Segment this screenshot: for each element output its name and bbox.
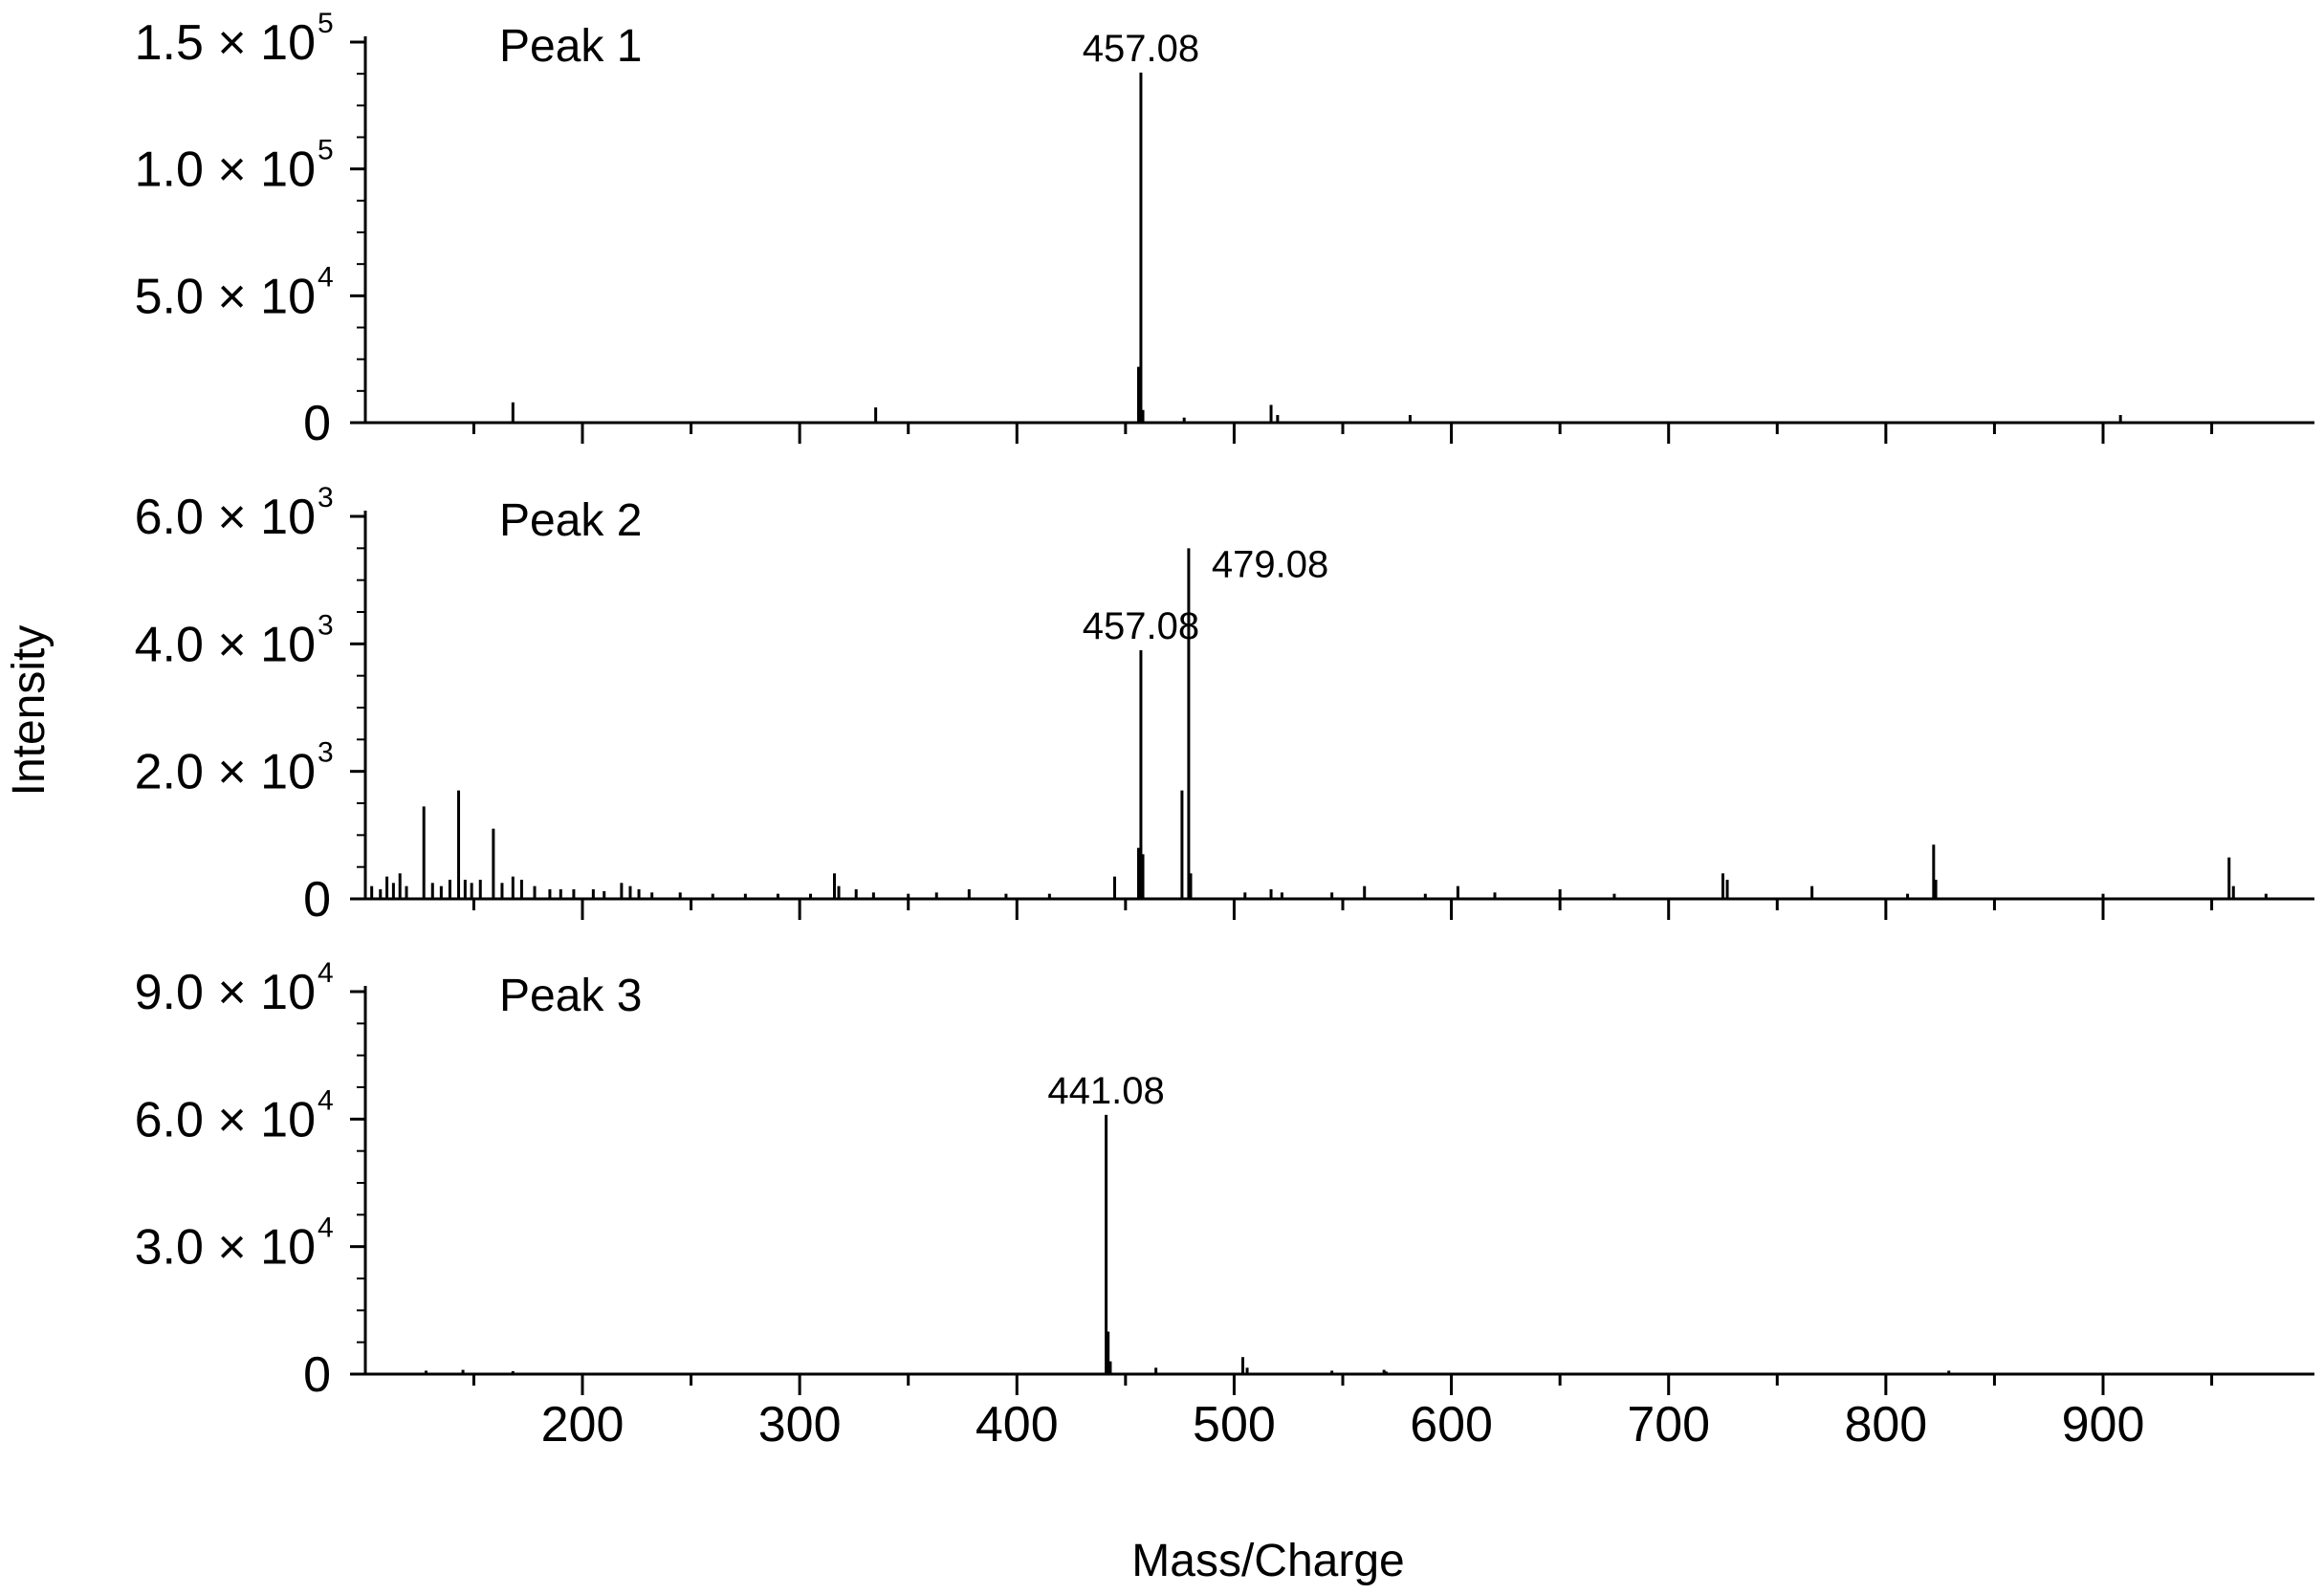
y-tick-label: 9.0 × 10 xyxy=(135,965,316,1020)
y-tick-label: 0 xyxy=(303,1347,331,1403)
x-tick-label: 700 xyxy=(1627,1397,1710,1453)
panel-label: Peak 1 xyxy=(499,21,642,72)
y-tick-label: 6.0 × 10 xyxy=(135,1092,316,1147)
y-tick-label: 1.0 × 10 xyxy=(135,142,316,198)
y-tick-exponent: 4 xyxy=(318,957,334,989)
peak-annotation: 441.08 xyxy=(1047,1070,1164,1112)
x-tick-label: 400 xyxy=(976,1397,1059,1453)
y-tick-label: 3.0 × 10 xyxy=(135,1220,316,1276)
y-tick-label: 0 xyxy=(303,872,331,928)
y-tick-label: 5.0 × 10 xyxy=(135,269,316,324)
y-tick-exponent: 3 xyxy=(318,737,334,769)
y-tick-exponent: 5 xyxy=(318,135,334,166)
y-tick-label: 0 xyxy=(303,396,331,451)
y-tick-exponent: 3 xyxy=(318,609,334,641)
spectrum-panel-1: 05.0 × 10 41.0 × 10 51.5 × 10 5 Peak 1 457.08 xyxy=(135,8,2314,451)
y-tick-exponent: 4 xyxy=(318,1084,334,1116)
x-axis-title: Mass/Charge xyxy=(1131,1536,1404,1586)
peak-annotation: 457.08 xyxy=(1083,605,1199,647)
panels: 05.0 × 10 41.0 × 10 51.5 × 10 5 Peak 1 457.08… xyxy=(135,8,2314,1453)
y-tick-exponent: 5 xyxy=(318,8,334,39)
y-tick-label: 4.0 × 10 xyxy=(135,617,316,672)
peak-annotation: 479.08 xyxy=(1212,543,1328,585)
y-tick-exponent: 4 xyxy=(318,261,334,293)
x-tick-label: 900 xyxy=(2062,1397,2145,1453)
x-tick-label: 200 xyxy=(541,1397,625,1453)
peak-annotation: 457.08 xyxy=(1083,28,1199,70)
y-tick-label: 6.0 × 10 xyxy=(135,490,316,545)
x-tick-label: 800 xyxy=(1844,1397,1927,1453)
x-tick-label: 300 xyxy=(758,1397,842,1453)
y-tick-exponent: 4 xyxy=(318,1213,334,1244)
spectrum-panel-2: 02.0 × 10 34.0 × 10 36.0 × 10 3 Peak 2457.08… xyxy=(135,482,2314,928)
x-tick-label: 600 xyxy=(1410,1397,1493,1453)
x-tick-label: 500 xyxy=(1193,1397,1276,1453)
y-tick-exponent: 3 xyxy=(318,482,334,513)
y-tick-label: 1.5 × 10 xyxy=(135,15,316,71)
panel-label: Peak 3 xyxy=(499,971,642,1021)
panel-label: Peak 2 xyxy=(499,495,642,546)
y-axis-title: Intensity xyxy=(4,625,55,797)
y-tick-label: 2.0 × 10 xyxy=(135,745,316,800)
